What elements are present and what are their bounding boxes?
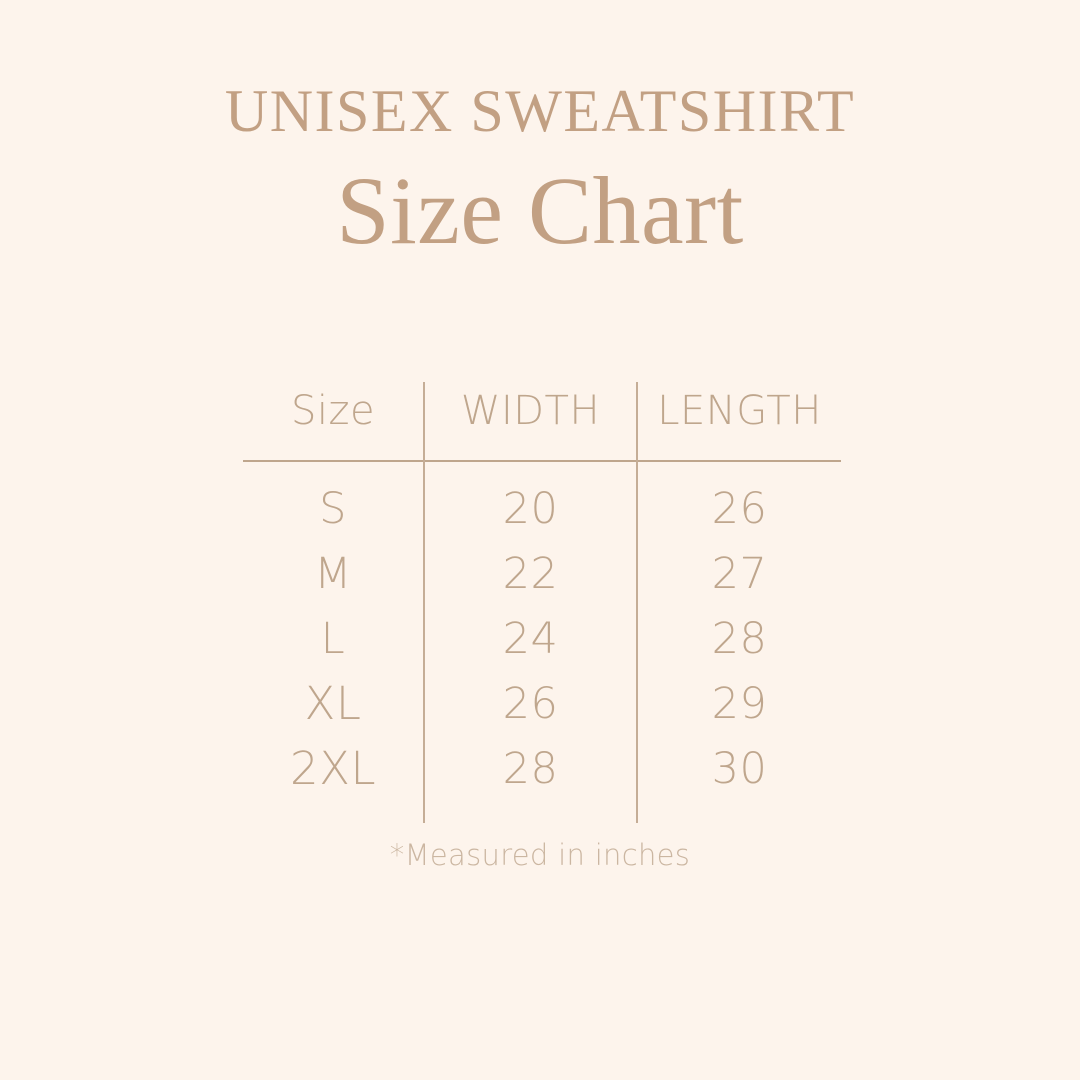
table-row: L 24 28 (243, 606, 841, 671)
cell-width: 26 (424, 671, 638, 736)
size-table-body: S 20 26 M 22 27 L 24 28 XL 26 29 (243, 461, 841, 823)
cell-length: 30 (711, 743, 768, 794)
cell-length: 26 (711, 483, 768, 534)
size-table: Size WIDTH LENGTH S 20 26 M 22 27 L (243, 382, 841, 823)
page-header: UNISEX SWEATSHIRT Size Chart (0, 80, 1080, 265)
page-title: Size Chart (336, 157, 744, 264)
cell-size: M (243, 541, 425, 606)
page-eyebrow-title: UNISEX SWEATSHIRT (224, 78, 856, 144)
table-row: S 20 26 (243, 461, 841, 541)
cell-size: 2XL (243, 736, 425, 823)
table-row: 2XL 28 30 (243, 736, 841, 823)
size-table-container: Size WIDTH LENGTH S 20 26 M 22 27 L (243, 382, 841, 823)
column-header-length: LENGTH (657, 388, 822, 434)
cell-size: L (243, 606, 425, 671)
cell-size: XL (243, 671, 425, 736)
cell-width: 22 (424, 541, 638, 606)
cell-width: 24 (424, 606, 638, 671)
column-header-size: Size (243, 382, 425, 461)
column-header-width: WIDTH (424, 382, 638, 461)
cell-length: 29 (711, 678, 768, 729)
cell-width: 28 (424, 736, 638, 823)
cell-width: 20 (424, 461, 638, 541)
cell-size: S (243, 461, 425, 541)
cell-length: 28 (711, 613, 768, 664)
cell-length: 27 (711, 548, 768, 599)
size-table-header: Size WIDTH LENGTH (243, 382, 841, 461)
table-row: XL 26 29 (243, 671, 841, 736)
table-row: M 22 27 (243, 541, 841, 606)
measurement-footnote: *Measured in inches (389, 838, 691, 872)
table-header-row: Size WIDTH LENGTH (243, 382, 841, 461)
